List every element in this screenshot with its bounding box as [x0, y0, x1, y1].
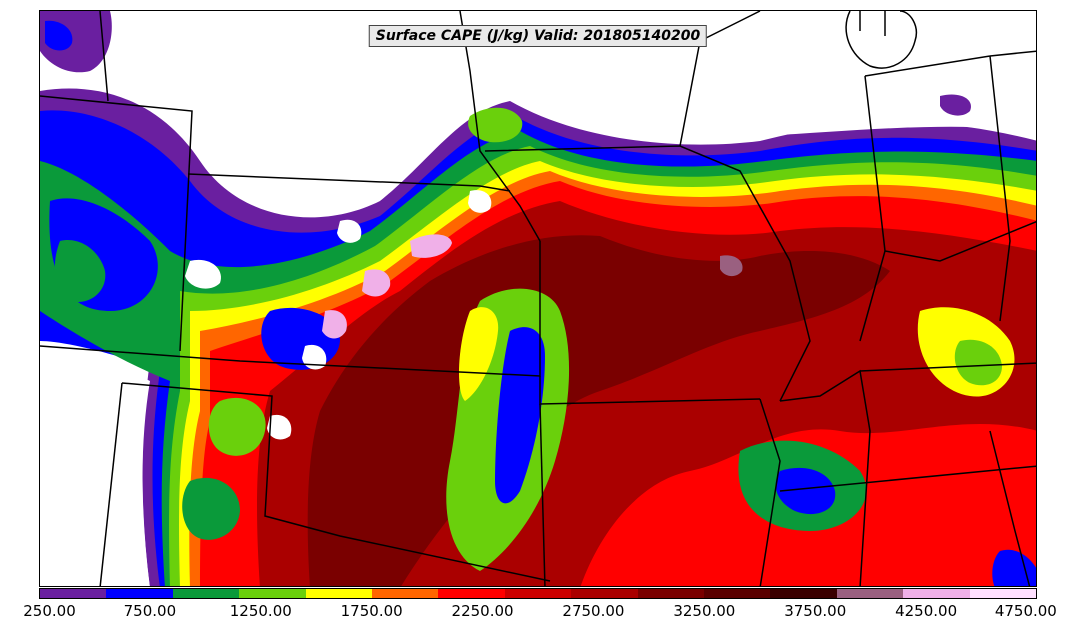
- colorbar-tick-label: 4250.00: [895, 602, 958, 620]
- colorbar-segment: [969, 589, 1037, 598]
- cape-map: [40, 11, 1036, 586]
- boundary-line: [859, 362, 1036, 372]
- cape-cool-patch-southeast-blue: [775, 467, 836, 515]
- boundary-line: [99, 11, 109, 102]
- colorbar-tick-label: 750.00: [123, 602, 177, 620]
- colorbar-segment: [903, 589, 970, 598]
- cape-patch-north-central: [468, 107, 523, 143]
- colorbar-segment: [40, 589, 107, 598]
- cape-high-patch-4: [720, 255, 743, 277]
- cape-cool-streak-yellow: [458, 307, 499, 401]
- colorbar-tick-label: 2250.00: [451, 602, 514, 620]
- colorbar: [39, 588, 1037, 599]
- cape-cool-patch-mid-west-2: [208, 397, 266, 456]
- cape-cool-patch-southwest: [182, 477, 240, 540]
- colorbar-tick-label: 1750.00: [340, 602, 403, 620]
- no-data-inlet-5: [267, 414, 292, 440]
- cape-high-patch-3: [322, 310, 347, 339]
- boundary-line: [779, 465, 1036, 492]
- cape-cool-patch-west-green: [54, 240, 106, 302]
- boundary-line: [884, 221, 1036, 262]
- colorbar-tick-label: 3750.00: [784, 602, 847, 620]
- boundary-line: [99, 382, 123, 586]
- boundary-line: [989, 430, 1031, 586]
- colorbar-segment: [704, 589, 771, 598]
- boundary-line: [187, 173, 511, 192]
- lake-shoreline: [845, 11, 917, 69]
- boundary-line: [989, 50, 1036, 57]
- no-data-region-north: [40, 11, 1036, 213]
- cape-cool-streak-central-blue: [495, 327, 545, 504]
- boundary-line: [989, 55, 1011, 322]
- boundary-line: [121, 382, 551, 582]
- map-title: Surface CAPE (J/kg) Valid: 201805140200: [368, 25, 708, 47]
- cape-patch-northeast: [940, 94, 971, 116]
- state-boundaries: [40, 11, 1036, 586]
- boundary-line: [40, 241, 541, 377]
- cape-contours: [40, 11, 1036, 586]
- boundary-line: [459, 11, 541, 242]
- colorbar-ticks: 250.00 750.00 1250.00 1750.00 2250.00 2750.00…: [0, 602, 1081, 626]
- colorbar-tick-label: 2750.00: [562, 602, 625, 620]
- no-data-inlet-2: [337, 219, 362, 243]
- colorbar-segment: [836, 589, 904, 598]
- colorbar-tick-label: 1250.00: [229, 602, 292, 620]
- colorbar-segment: [438, 589, 505, 598]
- boundary-line: [484, 145, 811, 402]
- boundary-line: [679, 11, 761, 147]
- colorbar-tick-label: 3250.00: [673, 602, 736, 620]
- colorbar-segment: [637, 589, 705, 598]
- colorbar-segment: [106, 589, 173, 598]
- colorbar-segment: [770, 589, 837, 598]
- colorbar-tick-label: 4750.00: [994, 602, 1057, 620]
- cape-cool-patch-far-southeast: [992, 549, 1036, 586]
- colorbar-segment: [571, 589, 638, 598]
- boundary-line: [759, 398, 781, 586]
- colorbar-segment: [172, 589, 240, 598]
- no-data-region-southwest: [40, 341, 150, 586]
- cape-high-patch-2: [362, 269, 391, 297]
- map-frame: Surface CAPE (J/kg) Valid: 201805140200: [39, 10, 1037, 587]
- colorbar-segment: [504, 589, 572, 598]
- colorbar-segment: [239, 589, 306, 598]
- cape-high-patch-1: [410, 234, 452, 258]
- no-data-inlet-1: [185, 259, 221, 289]
- boundary-line: [864, 55, 991, 77]
- cape-patch-northwest-blue: [45, 20, 73, 51]
- cape-cool-patch-east-green: [954, 339, 1002, 386]
- no-data-inlet-3: [468, 190, 492, 213]
- boundary-line: [539, 403, 546, 586]
- colorbar-segment: [372, 589, 439, 598]
- colorbar-tick-label: 250.00: [23, 602, 76, 620]
- colorbar-segment: [305, 589, 373, 598]
- no-data-inlet-4: [302, 344, 327, 370]
- boundary-line: [40, 95, 193, 352]
